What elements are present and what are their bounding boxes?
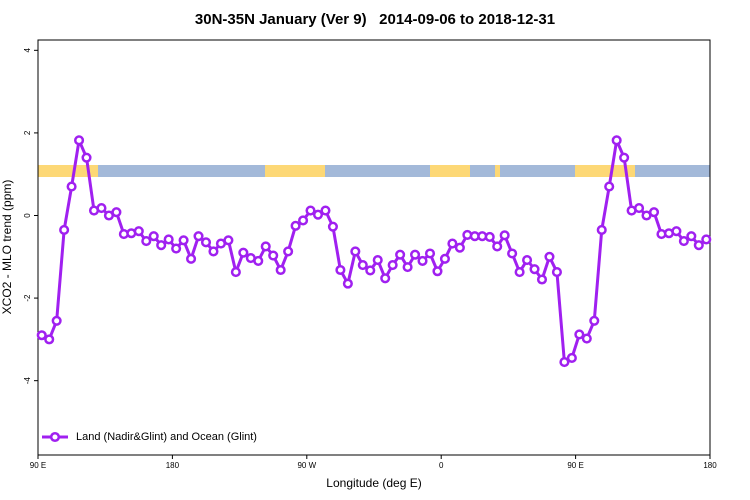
x-tick-label: 180 [166, 461, 180, 470]
data-point [268, 250, 279, 261]
land-ocean-strip [38, 165, 710, 177]
data-point [447, 238, 458, 249]
data-point [156, 240, 167, 251]
data-point [648, 207, 660, 218]
data-point [186, 253, 197, 264]
data-point [230, 267, 241, 278]
legend-label: Land (Nadir&Glint) and Ocean (Glint) [76, 431, 257, 443]
data-point [238, 247, 249, 258]
data-point [492, 241, 503, 252]
data-point [223, 235, 234, 246]
data-point [350, 246, 361, 257]
data-point [342, 278, 353, 289]
data-point [589, 315, 600, 326]
data-point [208, 246, 219, 257]
data-point [671, 226, 682, 237]
data-point [36, 330, 47, 341]
x-tick-label: 90 E [30, 461, 46, 470]
data-point [74, 135, 85, 146]
data-point [193, 231, 204, 242]
data-point [619, 152, 630, 163]
data-point [59, 224, 70, 236]
data-point [298, 215, 309, 226]
data-point [320, 205, 331, 216]
data-point [327, 221, 338, 232]
legend-marker [49, 431, 61, 443]
data-point [514, 267, 525, 278]
data-point [432, 266, 443, 277]
y-axis-label: XCO2 - MLO trend (ppm) [0, 180, 14, 315]
data-point [380, 273, 391, 284]
data-point [81, 152, 92, 163]
data-point [551, 267, 562, 278]
plot-frame [37, 39, 711, 456]
data-point [634, 203, 645, 214]
data-point [178, 235, 189, 246]
data-point [604, 181, 615, 192]
data-point [395, 249, 406, 260]
x-tick-label: 90 E [567, 461, 583, 470]
x-tick-label: 180 [703, 461, 717, 470]
data-point [402, 262, 413, 273]
data-point [387, 259, 398, 271]
x-tick-label: 0 [439, 461, 444, 470]
chart-title: 30N-35N January (Ver 9) 2014-09-06 to 20… [195, 11, 555, 28]
data-point [559, 357, 570, 368]
data-point [51, 315, 62, 326]
data-point [424, 248, 436, 259]
data-point [163, 234, 174, 245]
data-point [439, 253, 450, 264]
data-point [522, 255, 533, 266]
data-point [171, 243, 182, 254]
data-point [133, 226, 144, 237]
data-point [596, 224, 607, 236]
data-point [275, 264, 286, 276]
y-tick-label: 4 [23, 48, 32, 53]
data-point [290, 220, 301, 231]
x-tick-label: 90 W [297, 461, 316, 470]
data-point [312, 209, 324, 220]
data-point [574, 329, 585, 340]
data-point [484, 231, 495, 243]
y-tick-label: -4 [23, 377, 32, 385]
data-point [693, 240, 704, 251]
data-point [686, 231, 697, 242]
data-point [283, 246, 294, 257]
data-point [335, 264, 346, 276]
data-point [611, 135, 622, 146]
y-tick-label: 0 [23, 213, 32, 218]
x-axis-label: Longitude (deg E) [326, 476, 421, 490]
data-point [701, 234, 712, 245]
data-point [357, 259, 368, 271]
data-point [66, 181, 77, 192]
data-point [454, 242, 465, 253]
data-point [305, 205, 316, 216]
data-point [253, 255, 264, 266]
data-point [678, 236, 689, 247]
data-point [260, 241, 271, 252]
data-point [499, 230, 510, 241]
data-point [417, 255, 428, 266]
data-point [529, 264, 540, 275]
data-point [148, 231, 159, 242]
data-point [96, 203, 107, 214]
data-point [365, 265, 376, 276]
data-point [44, 334, 55, 345]
y-tick-label: 2 [23, 130, 32, 135]
data-point [581, 333, 592, 344]
data-point [372, 255, 383, 266]
data-point [507, 248, 518, 259]
data-point [544, 251, 555, 262]
data-point [141, 236, 152, 247]
data-point [566, 352, 577, 364]
y-tick-label: -2 [23, 294, 32, 302]
data-point [536, 274, 548, 285]
data-point [200, 237, 212, 248]
data-point [111, 207, 122, 218]
data-point [410, 249, 421, 260]
